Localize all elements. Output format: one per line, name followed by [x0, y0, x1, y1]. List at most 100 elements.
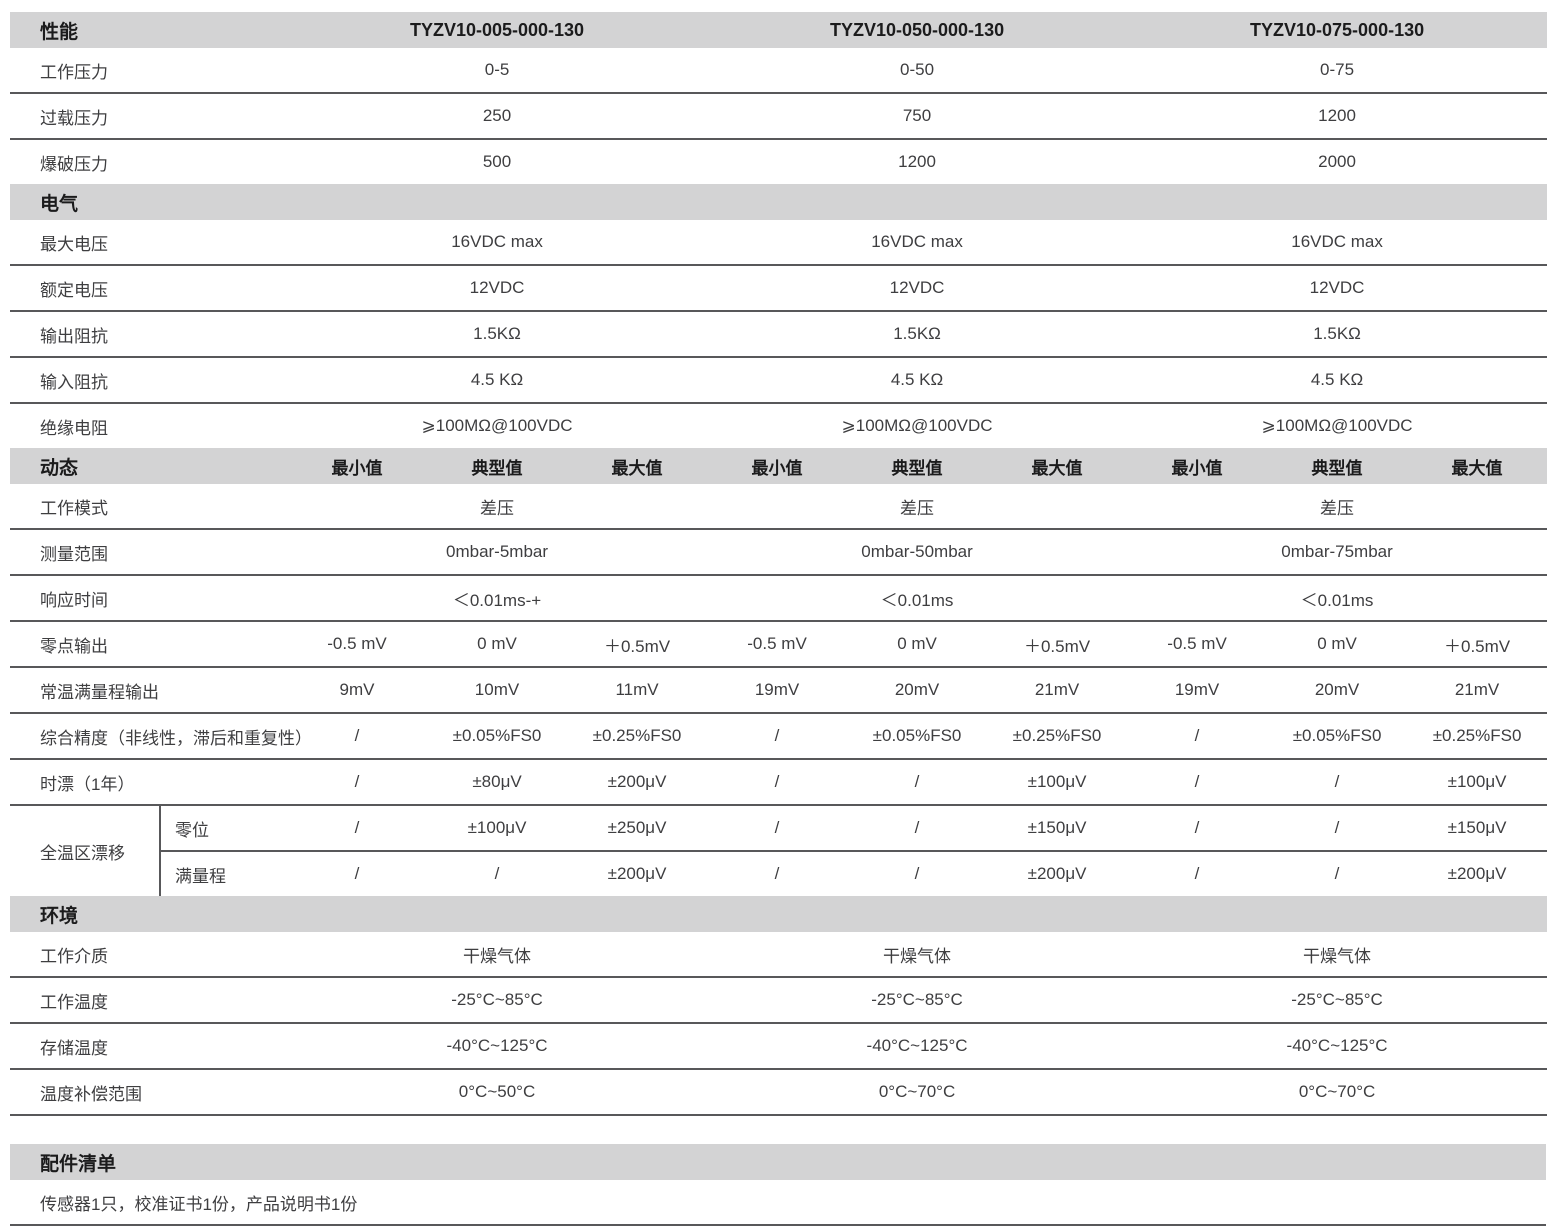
cell-value: 9mV [287, 667, 428, 714]
accessories-content: 传感器1只，校准证书1份，产品说明书1份 [10, 1180, 1546, 1226]
cell-value: ＋0.5mV [987, 621, 1128, 668]
cell-value: ±80μV [427, 759, 568, 806]
table-row: 额定电压 12VDC 12VDC 12VDC [10, 265, 1548, 312]
cell-value: ±0.25%FS0 [987, 713, 1128, 760]
cell-value: ±100μV [1407, 759, 1548, 806]
table-row: 过载压力 250 750 1200 [10, 93, 1548, 140]
row-label: 爆破压力 [40, 154, 108, 174]
row-label: 最大电压 [10, 220, 288, 266]
cell-value: 12VDC [287, 265, 708, 312]
col-header-min: 最小值 [287, 448, 428, 484]
cell-value: ±150μV [987, 805, 1128, 852]
cell-value: ±100μV [427, 805, 568, 852]
cell-value: / [287, 759, 428, 806]
row-label: 工作压力 [10, 48, 288, 94]
cell-value: ±200μV [607, 864, 667, 883]
cell-value: 750 [707, 93, 1128, 140]
col-header-min: 最小值 [1127, 448, 1268, 484]
cell-value: / [707, 805, 848, 852]
cell-value: 干燥气体 [707, 932, 1128, 978]
cell-value: 0°C~50°C [287, 1069, 708, 1116]
table-row-drift-zero: 全温区漂移 零位 / ±100μV ±250μV / / ±150μV / / … [10, 805, 1548, 896]
section-title-dynamic: 动态 [10, 448, 288, 484]
cell-value: 2000 [1318, 152, 1356, 171]
cell-value: 干燥气体 [287, 932, 708, 978]
cell-value: 0 mV [847, 621, 988, 668]
section-header-accessories: 配件清单 [10, 1144, 1546, 1180]
cell-value: 16VDC max [287, 220, 708, 266]
cell-value: ±150μV [1407, 805, 1548, 852]
cell-value: 0 mV [1267, 621, 1408, 668]
cell-value: 20mV [847, 667, 988, 714]
cell-value: -0.5 mV [287, 621, 428, 668]
cell-value: ±200μV [1027, 864, 1087, 883]
cell-value: 0-5 [287, 48, 708, 94]
cell-value: -25°C~85°C [707, 977, 1128, 1024]
cell-value: 0mbar-75mbar [1127, 529, 1548, 576]
table-row: 工作温度 -25°C~85°C -25°C~85°C -25°C~85°C [10, 977, 1548, 1024]
cell-value: / [494, 864, 500, 883]
section-header-electrical: 电气 [10, 184, 1548, 220]
table-row: 响应时间 ＜0.01ms-+ ＜0.01ms ＜0.01ms [10, 575, 1548, 622]
cell-value: / [914, 864, 920, 883]
col-header-typ: 典型值 [1267, 448, 1408, 484]
cell-value: 干燥气体 [1127, 932, 1548, 978]
table-row: 工作模式 差压 差压 差压 [10, 484, 1548, 530]
row-label: 温度补偿范围 [10, 1069, 288, 1116]
cell-value: 1.5KΩ [287, 311, 708, 358]
cell-value: -0.5 mV [1127, 621, 1268, 668]
cell-value: / [774, 864, 780, 883]
col-header-max: 最大值 [987, 448, 1128, 484]
row-label: 综合精度（非线性，滞后和重复性） [10, 713, 312, 760]
row-label: 过载压力 [10, 93, 288, 140]
table-row: 存储温度 -40°C~125°C -40°C~125°C -40°C~125°C [10, 1023, 1548, 1070]
cell-value: / [1127, 759, 1268, 806]
section-title-accessories: 配件清单 [10, 1144, 1546, 1180]
cell-value: 4.5 KΩ [707, 357, 1128, 404]
cell-value: ±100μV [987, 759, 1128, 806]
cell-value: 19mV [1127, 667, 1268, 714]
cell-value: -40°C~125°C [1127, 1023, 1548, 1070]
section-title-performance: 性能 [10, 12, 288, 48]
row-label: 存储温度 [10, 1023, 288, 1070]
cell-value: 差压 [1127, 484, 1548, 530]
table-row: 输入阻抗 4.5 KΩ 4.5 KΩ 4.5 KΩ [10, 357, 1548, 404]
col-header-max: 最大值 [1407, 448, 1548, 484]
model-header-3: TYZV10-075-000-130 [1127, 12, 1548, 48]
cell-value: 0°C~70°C [707, 1069, 1128, 1116]
row-label: 工作介质 [10, 932, 288, 978]
cell-value: ⩾100MΩ@100VDC [1261, 416, 1413, 435]
cell-value: ⩾100MΩ@100VDC [841, 416, 993, 435]
row-label: 输出阻抗 [10, 311, 288, 358]
cell-value: ＜0.01ms [1127, 575, 1548, 622]
cell-value: -25°C~85°C [287, 977, 708, 1024]
model-header-2: TYZV10-050-000-130 [707, 12, 1128, 48]
table-row: 零点输出 -0.5 mV 0 mV ＋0.5mV -0.5 mV 0 mV ＋0… [10, 621, 1548, 668]
section-header-dynamic: 动态 最小值 典型值 最大值 最小值 典型值 最大值 最小值 典型值 最大值 [10, 448, 1548, 484]
cell-value: 4.5 KΩ [287, 357, 708, 404]
cell-value: ＜0.01ms-+ [287, 575, 708, 622]
table-row: 最大电压 16VDC max 16VDC max 16VDC max [10, 220, 1548, 266]
cell-value: / [287, 713, 428, 760]
section-title-electrical: 电气 [10, 184, 1548, 220]
cell-value: 0-75 [1127, 48, 1548, 94]
cell-value: 19mV [707, 667, 848, 714]
row-sublabel: 零位 [160, 805, 288, 852]
table-row: 输出阻抗 1.5KΩ 1.5KΩ 1.5KΩ [10, 311, 1548, 358]
cell-value: / [1334, 864, 1340, 883]
cell-value: 16VDC max [707, 220, 1128, 266]
table-row: 常温满量程输出 9mV 10mV 11mV 19mV 20mV 21mV 19m… [10, 667, 1548, 714]
cell-value: 0 mV [427, 621, 568, 668]
row-label: 工作温度 [10, 977, 288, 1024]
cell-value: / [847, 805, 988, 852]
cell-value: 0°C~70°C [1127, 1069, 1548, 1116]
cell-value: / [707, 713, 848, 760]
cell-value: 250 [287, 93, 708, 140]
cell-value: ±0.05%FS0 [847, 713, 988, 760]
cell-value: ＋0.5mV [1407, 621, 1548, 668]
table-row: 测量范围 0mbar-5mbar 0mbar-50mbar 0mbar-75mb… [10, 529, 1548, 576]
cell-value: 21mV [1407, 667, 1548, 714]
cell-value: 0-50 [707, 48, 1128, 94]
cell-value: 差压 [287, 484, 708, 530]
